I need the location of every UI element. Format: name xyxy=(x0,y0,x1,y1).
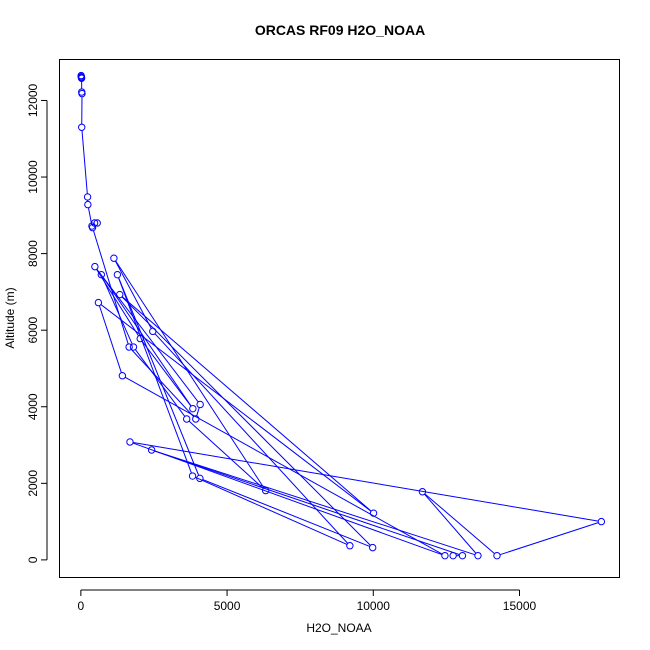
series-segment xyxy=(121,296,372,512)
series-segment xyxy=(130,349,194,417)
y-tick-label: 0 xyxy=(26,556,40,563)
data-point xyxy=(78,123,86,131)
y-tick-label: 12000 xyxy=(26,83,40,117)
data-point xyxy=(77,74,86,82)
series-segment xyxy=(114,260,152,329)
data-point xyxy=(458,551,467,560)
series-segment xyxy=(424,493,477,554)
series-segment xyxy=(121,296,371,546)
series-segment xyxy=(87,207,92,223)
data-point xyxy=(369,509,378,517)
plot-frame xyxy=(59,59,620,578)
x-tick-label: 10000 xyxy=(357,599,391,613)
series-segment xyxy=(141,340,192,407)
y-tick-label: 6000 xyxy=(26,317,40,344)
data-point xyxy=(93,219,101,227)
data-point xyxy=(113,270,122,279)
x-tick-label: 15000 xyxy=(503,599,537,613)
data-point xyxy=(84,200,92,209)
data-point xyxy=(192,415,200,423)
data-point xyxy=(493,551,501,560)
data-point xyxy=(126,438,134,446)
series-lines xyxy=(81,81,599,557)
series-segment xyxy=(499,522,599,556)
series-segment xyxy=(424,493,495,554)
y-tick-label: 2000 xyxy=(26,470,40,497)
data-point xyxy=(129,343,138,351)
data-point xyxy=(418,488,427,496)
series-segment xyxy=(202,479,370,547)
series-segment xyxy=(96,268,199,403)
series-segment xyxy=(196,407,200,417)
series-segment xyxy=(81,130,88,194)
y-tick-label: 8000 xyxy=(26,240,40,267)
data-point xyxy=(78,89,86,98)
data-point xyxy=(183,415,191,423)
data-point xyxy=(188,472,197,480)
series-segment xyxy=(100,304,372,512)
data-point xyxy=(94,298,103,307)
data-point xyxy=(147,446,156,454)
data-point xyxy=(189,404,197,413)
data-point xyxy=(97,270,106,279)
data-point xyxy=(116,290,124,299)
series-segment xyxy=(118,277,200,476)
data-point xyxy=(136,334,144,343)
chart-title: ORCAS RF09 H2O_NOAA xyxy=(255,22,425,38)
data-point xyxy=(346,542,354,550)
y-axis-label: Altitude (m) xyxy=(3,287,17,348)
series-segment xyxy=(154,450,460,556)
series-segment xyxy=(102,277,133,345)
data-point xyxy=(110,254,118,262)
series-segment xyxy=(102,277,192,407)
series-segment xyxy=(195,476,348,545)
x-tick-label: 0 xyxy=(78,599,85,613)
data-point xyxy=(125,343,133,351)
data-point xyxy=(441,551,449,560)
x-axis-label: H2O_NOAA xyxy=(306,621,371,635)
series-segment xyxy=(118,277,192,474)
series-segment xyxy=(134,349,186,417)
series-segment xyxy=(133,442,599,522)
series-segment xyxy=(154,450,476,556)
y-tick-label: 10000 xyxy=(26,160,40,194)
data-point xyxy=(91,262,99,271)
series-segment xyxy=(154,333,349,544)
data-point xyxy=(368,543,377,552)
x-axis: 0 5000 10000 15000 xyxy=(78,589,537,613)
series-segment xyxy=(188,420,264,489)
data-point xyxy=(196,400,204,409)
y-axis: 0 2000 4000 6000 8000 10000 12000 xyxy=(26,83,48,563)
series-segment xyxy=(98,305,122,373)
data-point xyxy=(597,517,606,526)
data-point xyxy=(88,223,97,232)
data-point xyxy=(149,327,157,336)
x-tick-label: 5000 xyxy=(214,599,241,613)
data-point xyxy=(261,486,270,495)
series-points xyxy=(77,71,606,560)
data-point xyxy=(83,193,92,201)
data-point xyxy=(449,551,457,560)
y-tick-label: 4000 xyxy=(26,393,40,420)
data-point xyxy=(90,219,99,227)
data-point xyxy=(118,372,127,380)
data-point xyxy=(196,474,204,483)
series-segment xyxy=(115,260,265,489)
data-point xyxy=(474,551,482,560)
series-segment xyxy=(124,376,443,555)
